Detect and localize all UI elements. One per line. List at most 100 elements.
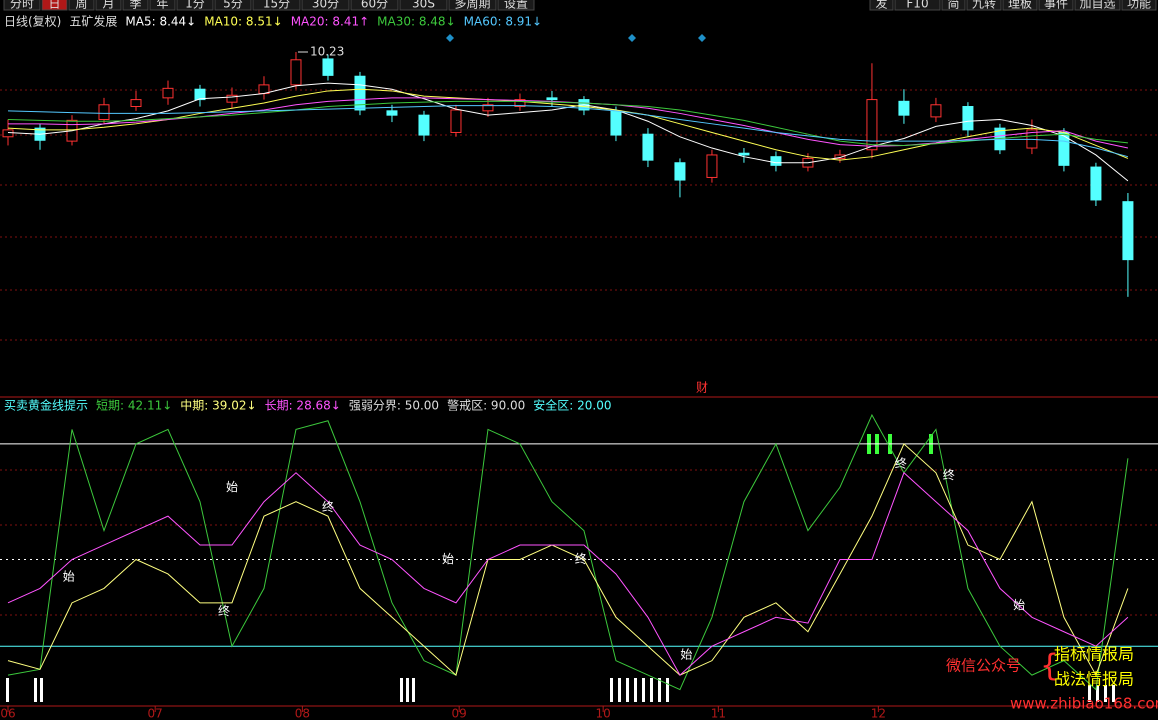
candle-body <box>834 154 846 159</box>
candle-body <box>482 104 494 112</box>
toolbar-label[interactable]: 发 <box>875 0 887 11</box>
toolbar-label[interactable]: 多周期 <box>454 0 490 11</box>
toolbar-label[interactable]: 60分 <box>361 0 388 11</box>
toolbar-label[interactable]: 周 <box>75 0 87 11</box>
signal-stripes <box>6 678 1115 702</box>
toolbar-label[interactable]: 九转 <box>972 0 996 11</box>
candle-body <box>514 99 526 108</box>
x-tick-label: 07 <box>148 707 163 720</box>
candle-body <box>610 110 622 136</box>
ma-line <box>7 105 1129 158</box>
toolbar-label[interactable]: 季 <box>129 0 141 11</box>
indicator-line <box>7 413 1129 691</box>
candle-body <box>290 59 302 86</box>
toolbar-button[interactable] <box>41 0 68 11</box>
toolbar-label[interactable]: 功能 <box>1127 0 1151 11</box>
toolbar-button[interactable] <box>1121 0 1157 11</box>
candle-body <box>1122 201 1134 261</box>
plots: 10.23 日线(复权) 五矿发展 MA5: 8.44↓ MA10: 8.51↓ MA20… <box>0 14 1158 720</box>
toolbar-button[interactable] <box>3 0 41 11</box>
toolbar-button[interactable] <box>399 0 448 11</box>
legend-entry: 强弱分界: 50.00 <box>349 399 439 413</box>
watermark-text: www.zhibiao168.com <box>1010 695 1158 713</box>
candle-body <box>354 75 366 111</box>
candle-body <box>738 152 750 156</box>
candle-body <box>130 99 142 108</box>
candle-body <box>1090 166 1102 201</box>
ma-line <box>7 100 1128 146</box>
toolbar-button[interactable] <box>1002 0 1038 11</box>
toolbar-button[interactable] <box>941 0 966 11</box>
candle-body <box>162 87 174 99</box>
toolbar-label[interactable]: 加自选 <box>1079 0 1115 11</box>
toolbar-label[interactable]: 30S <box>412 0 435 11</box>
signal-diamonds <box>446 34 706 42</box>
x-tick-label: 12 <box>871 707 886 720</box>
x-tick-label: 10 <box>596 707 611 720</box>
legend-entry: 五矿发展 <box>69 14 117 29</box>
x-tick-label: 11 <box>711 707 726 720</box>
toolbar-button[interactable] <box>301 0 350 11</box>
watermark: 微信公众号 { 指标情报局 战法情报局 www.zhibiao168.com <box>946 645 1158 713</box>
annotation: 始 <box>226 480 238 494</box>
legend-entry: 长期: 28.68↓ <box>265 399 341 413</box>
annotation: 终 <box>943 467 955 482</box>
annotation: 10.23 <box>310 45 344 59</box>
toolbar-label[interactable]: 年 <box>156 0 168 11</box>
toolbar-label[interactable]: 5分 <box>223 0 243 11</box>
toolbar-button[interactable] <box>95 0 122 11</box>
candle-body <box>546 97 558 101</box>
toolbar-button[interactable] <box>122 0 149 11</box>
toolbar-label[interactable]: 设置 <box>504 0 528 11</box>
legend-entry: MA5: 8.44↓ <box>125 15 196 29</box>
candle-body <box>706 154 718 178</box>
toolbar-button[interactable] <box>252 0 301 11</box>
x-tick-label: 09 <box>452 707 467 720</box>
toolbar-button[interactable] <box>68 0 95 11</box>
candle-body <box>2 129 14 138</box>
legend-entry: MA10: 8.51↓ <box>204 15 282 29</box>
annotation: 终 <box>895 456 907 471</box>
toolbar-label[interactable]: 1分 <box>185 0 205 11</box>
legend-entry: MA60: 8.91↓ <box>464 15 542 29</box>
toolbar-label[interactable]: F10 <box>906 0 928 11</box>
toolbar-label[interactable]: 简 <box>947 0 959 11</box>
legend-entry: 警戒区: 90.00 <box>447 398 525 413</box>
toolbar-button[interactable] <box>1038 0 1074 11</box>
watermark-text: 指标情报局 <box>1054 645 1134 664</box>
annotation: 终 <box>322 499 334 514</box>
candle-body <box>1058 131 1070 166</box>
toolbar-button[interactable] <box>497 0 535 11</box>
watermark-text: 微信公众号 <box>946 657 1021 675</box>
toolbar-label[interactable]: 事件 <box>1044 0 1068 11</box>
toolbar-label[interactable]: 日 <box>48 0 60 11</box>
toolbar-button[interactable] <box>869 0 894 11</box>
toolbar-button[interactable] <box>214 0 252 11</box>
toolbar-label[interactable]: 分时 <box>10 0 34 11</box>
indicator-line <box>7 471 1129 676</box>
annotation: 始 <box>63 569 75 583</box>
annotation: 终 <box>575 551 587 566</box>
toolbar-button[interactable] <box>1074 0 1121 11</box>
toolbar-button[interactable] <box>350 0 399 11</box>
candle-body <box>930 104 942 118</box>
toolbar-button[interactable] <box>176 0 214 11</box>
legend-entry: MA20: 8.41↑ <box>291 15 369 29</box>
toolbar-label[interactable]: 15分 <box>263 0 290 11</box>
legend-entry: 中期: 39.02↓ <box>180 398 256 413</box>
toolbar-button[interactable] <box>966 0 1002 11</box>
toolbar-button[interactable] <box>149 0 176 11</box>
candle-body <box>898 100 910 116</box>
watermark-brace: { <box>1040 649 1059 684</box>
toolbar-label[interactable]: 月 <box>102 0 114 11</box>
toolbar-button[interactable] <box>448 0 497 11</box>
toolbar-label[interactable]: 30分 <box>312 0 339 11</box>
candle-body <box>642 133 654 161</box>
toolbar-button[interactable] <box>894 0 941 11</box>
x-tick-label: 06 <box>0 707 15 720</box>
legend-entry: 短期: 42.11↓ <box>96 399 172 413</box>
candle-body <box>770 156 782 166</box>
legend-entry: MA30: 8.48↓ <box>377 15 455 29</box>
x-tick-label: 08 <box>295 707 310 720</box>
toolbar-label[interactable]: 理板 <box>1008 0 1032 11</box>
